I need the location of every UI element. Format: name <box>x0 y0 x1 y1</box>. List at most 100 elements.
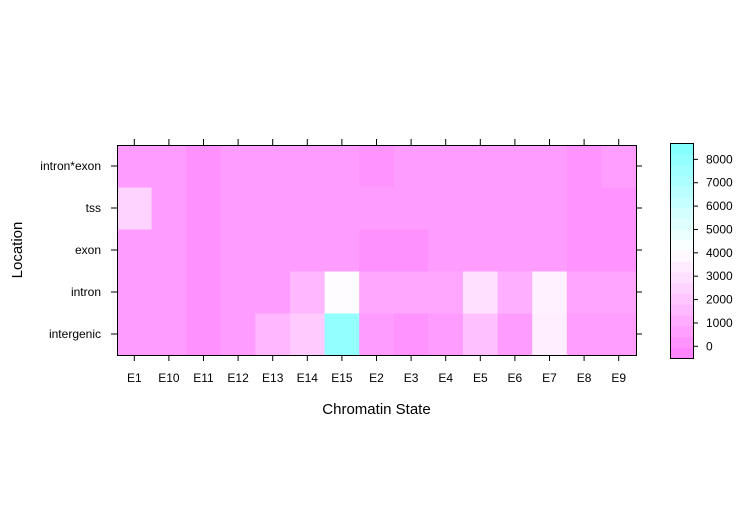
color-key-swatch <box>670 325 693 337</box>
x-tick-label: E9 <box>611 371 626 385</box>
heatmap-cell-intron-E10 <box>151 271 187 314</box>
heatmap-cell-intron*exon-E10 <box>151 145 187 188</box>
heatmap-cell-intron*exon-E7 <box>532 145 568 188</box>
y-tick-label: intron*exon <box>40 159 101 173</box>
heatmap-cell-intergenic-E6 <box>497 313 533 356</box>
heatmap-cell-intron*exon-E15 <box>324 145 360 188</box>
heatmap-cell-intron-E6 <box>497 271 533 314</box>
color-key-tick-label: 3000 <box>706 269 733 283</box>
color-key-swatch <box>670 196 693 208</box>
heatmap-cell-intron*exon-E9 <box>601 145 637 188</box>
heatmap-cell-tss-E6 <box>497 187 533 230</box>
heatmap-cell-intron*exon-E4 <box>428 145 464 188</box>
heatmap-cell-tss-E8 <box>566 187 602 230</box>
x-axis-ticks: E1 E10 E11 E12 E13 E14 E15 E2 E3 E4 E5 E6 E7 E8 E9 <box>127 139 626 385</box>
y-axis-title: Location <box>9 222 26 279</box>
x-tick-label: E6 <box>508 371 523 385</box>
color-key-swatch <box>670 250 693 262</box>
heatmap-cell-intron-E2 <box>359 271 395 314</box>
heatmap-cell-intron-E3 <box>393 271 429 314</box>
color-key-swatch <box>670 229 693 241</box>
heatmap-cell-intron-E11 <box>186 271 222 314</box>
heatmap-cells <box>117 145 637 356</box>
color-key-swatch <box>670 164 693 176</box>
color-key-tick-label: 7000 <box>706 176 733 190</box>
color-key-swatch <box>670 218 693 230</box>
heatmap-cell-intergenic-E9 <box>601 313 637 356</box>
color-key: 0 1000 2000 3000 4000 5000 6000 7000 8000 <box>670 143 733 359</box>
heatmap-cell-intron-E14 <box>290 271 326 314</box>
x-axis-title: Chromatin State <box>322 401 430 418</box>
heatmap-cell-tss-E7 <box>532 187 568 230</box>
color-key-swatch <box>670 315 693 327</box>
heatmap-cell-exon-E1 <box>117 229 153 272</box>
heatmap-cell-intergenic-E11 <box>186 313 222 356</box>
heatmap-cell-intergenic-E12 <box>220 313 256 356</box>
color-key-swatch <box>670 239 693 251</box>
x-tick-label: E11 <box>193 371 214 385</box>
heatmap-cell-exon-E3 <box>393 229 429 272</box>
heatmap-cell-exon-E11 <box>186 229 222 272</box>
heatmap-cell-exon-E9 <box>601 229 637 272</box>
heatmap-cell-exon-E6 <box>497 229 533 272</box>
color-key-tick-label: 0 <box>706 339 713 353</box>
color-key-tick-label: 1000 <box>706 316 733 330</box>
color-key-tick-label: 4000 <box>706 246 733 260</box>
heatmap-cell-intron*exon-E13 <box>255 145 291 188</box>
y-tick-label: intergenic <box>49 327 101 341</box>
heatmap-cell-intron-E12 <box>220 271 256 314</box>
heatmap-cell-intergenic-E13 <box>255 313 291 356</box>
color-key-swatch <box>670 153 693 165</box>
x-tick-label: E15 <box>331 371 353 385</box>
heatmap-cell-intron*exon-E5 <box>463 145 499 188</box>
color-key-swatch <box>670 336 693 348</box>
heatmap-cell-tss-E2 <box>359 187 395 230</box>
color-key-border <box>670 143 694 359</box>
heatmap-cell-tss-E13 <box>255 187 291 230</box>
heatmap-cell-exon-E7 <box>532 229 568 272</box>
heatmap-cell-tss-E3 <box>393 187 429 230</box>
heatmap-cell-intron*exon-E6 <box>497 145 533 188</box>
heatmap-cell-intron-E5 <box>463 271 499 314</box>
heatmap-cell-intergenic-E14 <box>290 313 326 356</box>
heatmap-cell-exon-E8 <box>566 229 602 272</box>
color-key-swatch <box>670 186 693 198</box>
heatmap-cell-intergenic-E4 <box>428 313 464 356</box>
heatmap-cell-intergenic-E1 <box>117 313 153 356</box>
color-key-swatch <box>670 347 693 359</box>
x-tick-label: E13 <box>262 371 284 385</box>
heatmap-cell-tss-E14 <box>290 187 326 230</box>
y-axis-ticks: intergenic intron exon tss intron*exon <box>40 159 642 341</box>
color-key-swatch <box>670 175 693 187</box>
heatmap-cell-exon-E15 <box>324 229 360 272</box>
heatmap-cell-exon-E14 <box>290 229 326 272</box>
heatmap-cell-intergenic-E15 <box>324 313 360 356</box>
heatmap-cell-tss-E9 <box>601 187 637 230</box>
heatmap-cell-intron*exon-E1 <box>117 145 153 188</box>
heatmap-cell-intergenic-E5 <box>463 313 499 356</box>
x-tick-label: E8 <box>577 371 592 385</box>
heatmap-cell-intron*exon-E2 <box>359 145 395 188</box>
color-key-swatch <box>670 293 693 305</box>
heatmap-cell-intergenic-E10 <box>151 313 187 356</box>
x-tick-label: E12 <box>227 371 249 385</box>
heatmap-cell-intron-E4 <box>428 271 464 314</box>
heatmap-cell-tss-E1 <box>117 187 153 230</box>
y-tick-label: intron <box>71 285 101 299</box>
heatmap-cell-intron-E1 <box>117 271 153 314</box>
heatmap-cell-intron-E15 <box>324 271 360 314</box>
x-tick-label: E4 <box>438 371 453 385</box>
color-key-swatch <box>670 272 693 284</box>
heatmap-cell-tss-E10 <box>151 187 187 230</box>
x-tick-label: E1 <box>127 371 142 385</box>
heatmap-cell-intron*exon-E14 <box>290 145 326 188</box>
heatmap-cell-intron-E13 <box>255 271 291 314</box>
heatmap-cell-tss-E11 <box>186 187 222 230</box>
heatmap-cell-intron*exon-E3 <box>393 145 429 188</box>
heatmap-cell-intergenic-E8 <box>566 313 602 356</box>
heatmap-cell-intron*exon-E11 <box>186 145 222 188</box>
heatmap-cell-intron-E9 <box>601 271 637 314</box>
color-key-swatch <box>670 261 693 273</box>
heatmap-cell-tss-E5 <box>463 187 499 230</box>
